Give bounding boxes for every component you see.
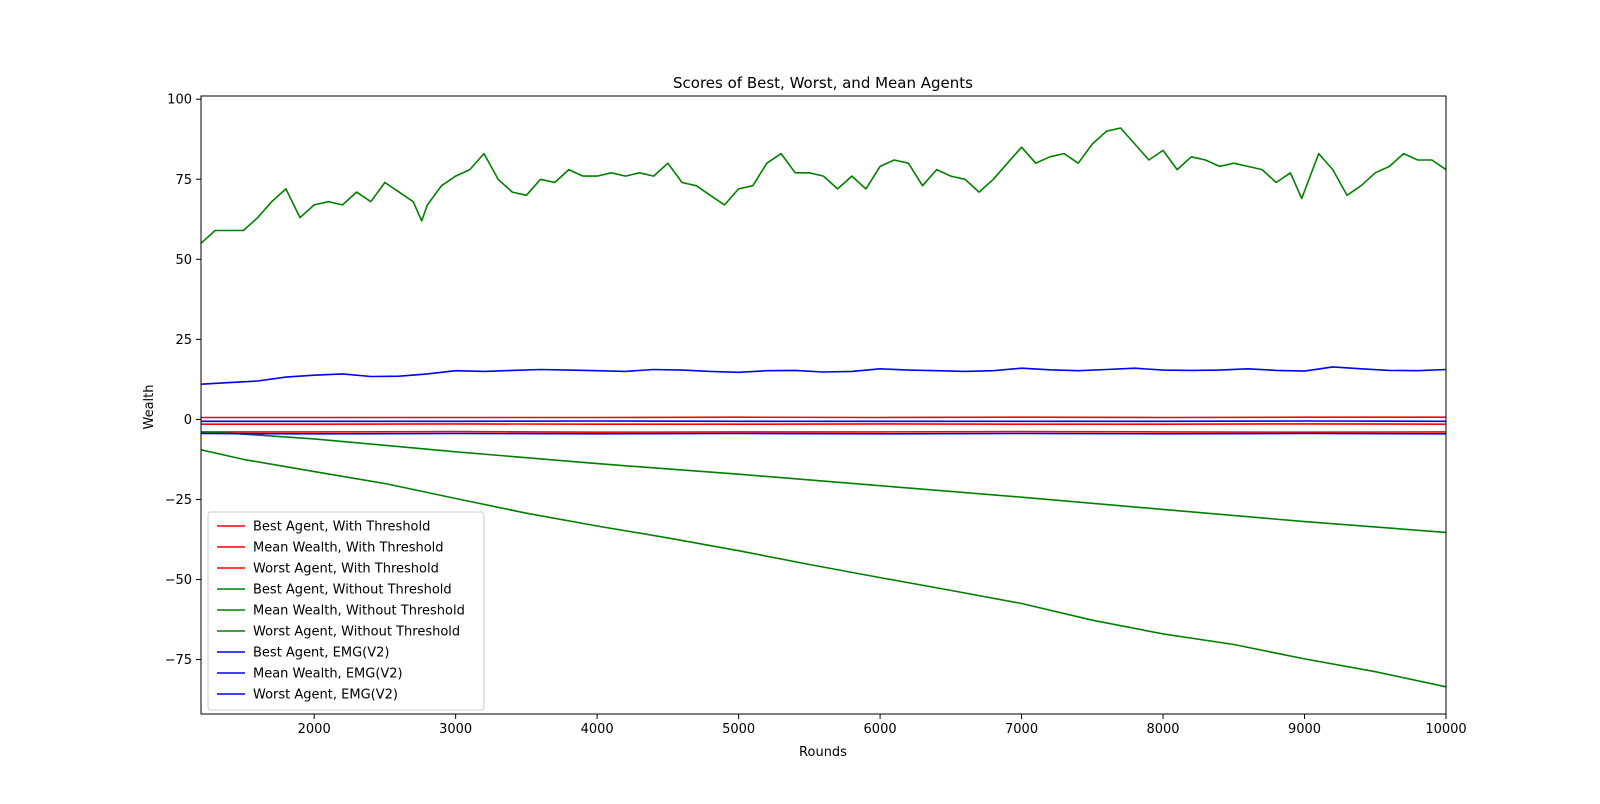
series-line-4 <box>201 128 1446 243</box>
x-tick-label: 4000 <box>581 722 614 737</box>
x-tick-label: 6000 <box>864 722 897 737</box>
y-axis-label: Wealth <box>142 384 157 429</box>
x-axis-ticks: 2000 3000 4000 5000 6000 7000 8000 9000 10000 <box>298 714 1467 737</box>
x-tick-label: 10000 <box>1425 722 1466 737</box>
legend-entry-label: Worst Agent, Without Threshold <box>253 625 460 640</box>
x-tick-label: 5000 <box>722 722 755 737</box>
y-tick-label: 0 <box>184 413 192 428</box>
series-line-3 <box>201 432 1446 433</box>
y-tick-label: 75 <box>175 173 192 188</box>
legend-entry-label: Best Agent, Without Threshold <box>253 583 452 598</box>
legend-entry-label: Mean Wealth, Without Threshold <box>253 604 465 619</box>
legend-entry-label: Mean Wealth, EMG(V2) <box>253 667 403 682</box>
legend: Best Agent, With Threshold Mean Wealth, W… <box>208 512 484 710</box>
x-tick-label: 8000 <box>1146 722 1179 737</box>
y-tick-label: 100 <box>167 93 192 108</box>
legend-entry-label: Best Agent, With Threshold <box>253 520 430 535</box>
legend-entry-label: Mean Wealth, With Threshold <box>253 541 444 556</box>
x-axis-label: Rounds <box>799 745 847 760</box>
legend-entry-label: Best Agent, EMG(V2) <box>253 646 389 661</box>
x-tick-label: 3000 <box>439 722 472 737</box>
y-tick-label: −75 <box>165 653 192 668</box>
x-tick-label: 2000 <box>298 722 331 737</box>
y-axis-ticks: −75 −50 −25 0 25 50 75 100 <box>165 93 201 668</box>
y-tick-label: 25 <box>175 333 192 348</box>
legend-entry-label: Worst Agent, With Threshold <box>253 562 439 577</box>
y-tick-label: −50 <box>165 573 192 588</box>
y-tick-label: 50 <box>175 253 192 268</box>
series-line-7 <box>201 367 1446 384</box>
chart-title: Scores of Best, Worst, and Mean Agents <box>673 74 973 92</box>
y-tick-label: −25 <box>165 493 192 508</box>
legend-entry-label: Worst Agent, EMG(V2) <box>253 688 398 703</box>
x-tick-label: 9000 <box>1288 722 1321 737</box>
x-tick-label: 7000 <box>1005 722 1038 737</box>
